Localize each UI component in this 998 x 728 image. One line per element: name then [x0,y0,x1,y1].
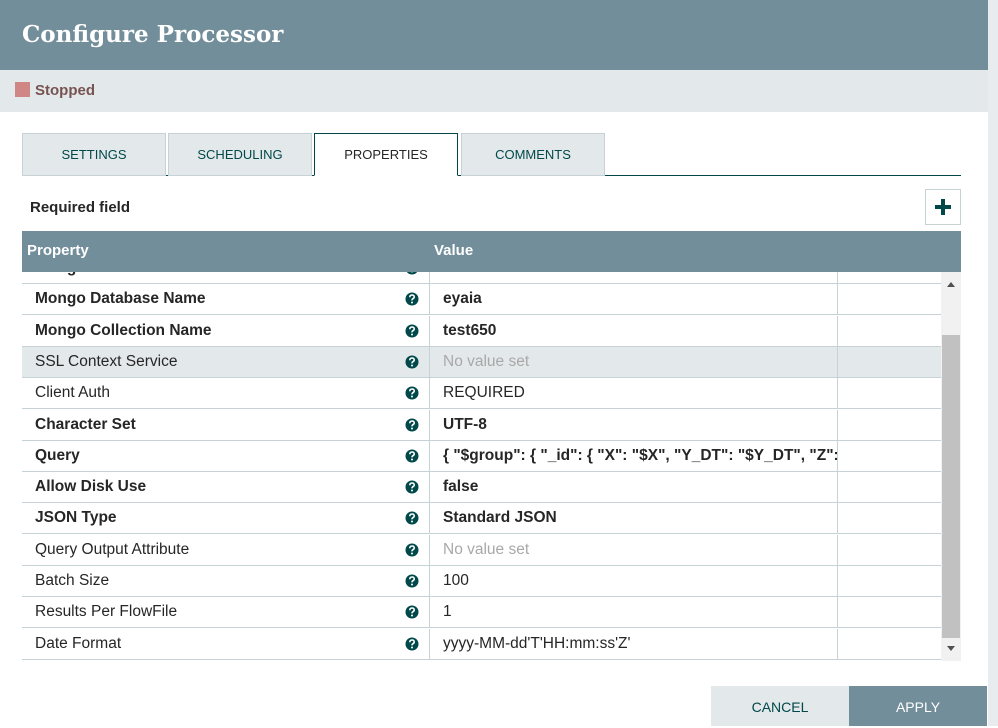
cell-divider [837,409,838,441]
property-row[interactable]: Query Output Attribute No value set [22,534,941,566]
dialog-title: Configure Processor [0,0,988,70]
help-icon[interactable] [405,605,419,619]
scroll-thumb [942,335,960,638]
property-name: Date Format [35,634,122,652]
cell-divider [837,597,838,629]
property-name: Client Auth [35,384,110,402]
cell-divider [429,378,430,410]
cell-divider [429,503,430,535]
header-property: Property [27,242,89,259]
help-icon[interactable] [405,272,419,275]
property-row[interactable]: SSL Context Service No value set [22,346,941,378]
property-name: SSL Context Service [35,352,178,370]
cell-divider [429,346,430,378]
help-icon[interactable] [405,449,419,463]
property-value: eyaia [443,290,482,308]
property-name: Allow Disk Use [35,478,147,496]
cell-divider [429,272,430,284]
status-icon [15,82,30,97]
plus-icon [935,199,951,215]
help-icon[interactable] [405,418,419,432]
cell-divider [429,440,430,472]
property-name: Query [35,446,80,464]
cell-divider [429,597,430,629]
backdrop [988,0,998,726]
cancel-button[interactable]: CANCEL [711,686,849,726]
property-row[interactable]: Allow Disk Use false [22,472,941,504]
property-name: Mongo Database Name [35,290,206,308]
property-row[interactable]: Query { "$group": { "_id": { "X": "$X", "… [22,440,941,472]
cell-divider [837,503,838,535]
cell-divider [429,628,430,660]
property-row[interactable]: Character Set UTF-8 [22,409,941,441]
cell-divider [429,534,430,566]
tab[interactable]: PROPERTIES [314,133,458,176]
property-row[interactable]: Client Auth REQUIRED [22,378,941,410]
property-value: REQUIRED [443,384,525,402]
property-name: Results Per FlowFile [35,603,178,621]
add-property-button[interactable] [925,189,961,225]
table-header: Property Value [22,231,961,272]
help-icon[interactable] [405,355,419,369]
cell-divider [837,440,838,472]
property-value: test650 [443,321,497,339]
property-value: { "$group": { "_id": { "X": "$X", "Y_DT"… [443,446,838,464]
property-name: Mongo URI [35,272,405,284]
property-value: yyyy-MM-dd'T'HH:mm:ss'Z' [443,634,631,652]
help-icon[interactable] [405,324,419,338]
tab[interactable]: SETTINGS [22,133,166,176]
property-value: 1 [443,603,452,621]
apply-button[interactable]: APPLY [849,686,987,726]
property-value: Standard JSON [443,509,557,527]
help-icon[interactable] [405,292,419,306]
help-icon[interactable] [405,511,419,525]
cell-divider [837,346,838,378]
help-icon[interactable] [405,637,419,651]
property-value: No value set [443,540,530,558]
cell-divider [837,628,838,660]
property-row[interactable]: Mongo URI [22,272,941,284]
table-body: Mongo URI Mongo Database Name eyaia Mongo C… [22,272,941,661]
help-icon[interactable] [405,386,419,400]
property-value: No value set [443,352,530,370]
tab[interactable]: SCHEDULING [168,133,312,176]
property-name: Mongo Collection Name [35,321,212,339]
property-value [443,272,838,284]
property-row[interactable]: Date Format yyyy-MM-dd'T'HH:mm:ss'Z' [22,628,941,660]
property-row[interactable]: Batch Size 100 [22,566,941,597]
property-value: 100 [443,572,469,589]
property-row[interactable]: Results Per FlowFile 1 [22,597,941,629]
help-icon[interactable] [405,480,419,494]
property-value: false [443,478,479,496]
help-icon[interactable] [405,574,419,588]
cell-divider [429,566,430,597]
property-name: JSON Type [35,509,117,527]
status-text: Stopped [35,82,95,99]
cell-divider [837,284,838,316]
required-note: Required field [30,199,131,216]
cell-divider [837,315,838,347]
header-value: Value [434,242,474,259]
property-name: Character Set [35,415,136,433]
cell-divider [837,272,838,284]
cell-divider [429,409,430,441]
cell-divider [837,472,838,504]
property-name: Batch Size [35,572,110,589]
cell-divider [429,472,430,504]
cell-divider [837,378,838,410]
tab[interactable]: COMMENTS [461,133,605,176]
cell-divider [429,284,430,316]
cell-divider [837,566,838,597]
cell-divider [429,315,430,347]
property-row[interactable]: Mongo Database Name eyaia [22,284,941,316]
property-row[interactable]: Mongo Collection Name test650 [22,315,941,347]
property-row[interactable]: JSON Type Standard JSON [22,503,941,535]
property-name: Query Output Attribute [35,540,190,558]
cell-divider [837,534,838,566]
property-value: UTF-8 [443,415,487,433]
status-bar [0,70,988,112]
help-icon[interactable] [405,543,419,557]
